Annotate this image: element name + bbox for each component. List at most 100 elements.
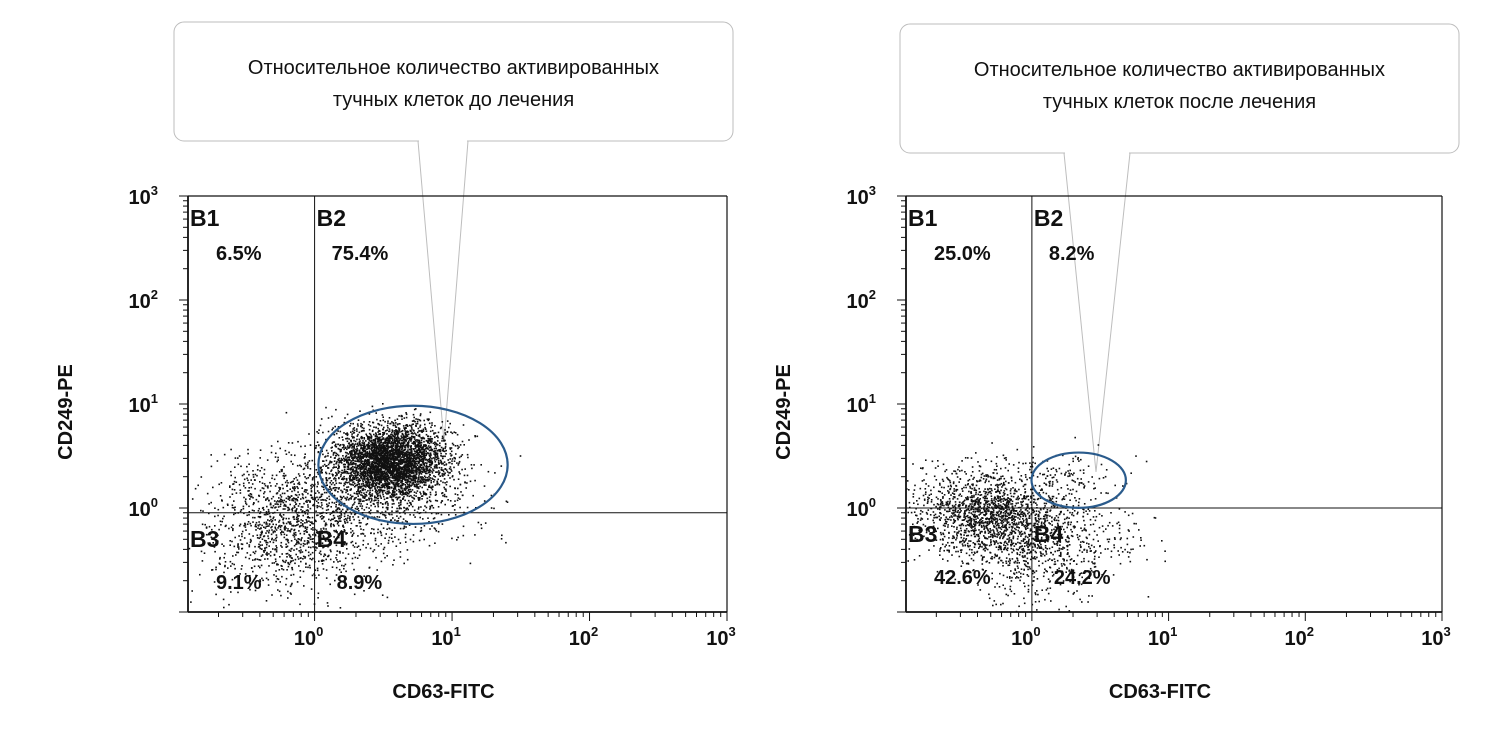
event-dot xyxy=(468,439,470,441)
event-dot xyxy=(357,476,359,479)
event-dot xyxy=(400,481,402,484)
event-dot xyxy=(275,523,277,526)
event-dot xyxy=(406,507,409,509)
event-dot xyxy=(396,423,399,426)
event-dot xyxy=(319,550,322,553)
event-dot xyxy=(383,465,385,468)
event-dot xyxy=(335,462,337,465)
event-dot xyxy=(410,467,413,469)
event-dot xyxy=(340,510,343,512)
event-dot xyxy=(231,504,234,506)
event-dot xyxy=(403,465,405,468)
event-dot xyxy=(382,473,384,476)
event-dot xyxy=(353,427,356,429)
event-dot xyxy=(353,439,355,442)
event-dot xyxy=(408,437,411,440)
event-dot xyxy=(357,498,359,501)
event-dot xyxy=(279,503,282,505)
event-dot xyxy=(355,456,357,459)
event-dot xyxy=(390,482,393,484)
event-dot xyxy=(403,442,406,444)
event-dot xyxy=(368,470,371,473)
event-dot xyxy=(294,454,296,457)
event-dot xyxy=(381,462,384,464)
event-dot xyxy=(436,480,438,483)
event-dot xyxy=(432,457,435,459)
event-dot xyxy=(319,516,322,518)
event-dot xyxy=(419,530,422,533)
event-dot xyxy=(428,442,431,445)
event-dot xyxy=(374,471,377,474)
event-dot xyxy=(309,507,312,510)
event-dot xyxy=(405,487,408,490)
event-dot xyxy=(348,477,351,479)
event-dot xyxy=(405,440,408,442)
event-dot xyxy=(377,482,379,485)
event-dot xyxy=(391,503,394,505)
event-dot xyxy=(336,453,339,456)
event-dot xyxy=(411,460,414,462)
event-dot xyxy=(271,477,273,480)
event-dot xyxy=(378,516,381,518)
event-dot xyxy=(352,465,354,468)
event-dot xyxy=(462,534,465,537)
event-dot xyxy=(343,448,345,451)
event-dot xyxy=(415,492,418,494)
event-dot xyxy=(369,487,371,490)
event-dot xyxy=(387,438,390,440)
event-dot xyxy=(396,520,398,522)
event-dot xyxy=(355,467,358,470)
event-dot xyxy=(442,470,445,473)
event-dot xyxy=(417,496,419,499)
event-dot xyxy=(425,468,428,470)
event-dot xyxy=(403,471,405,474)
event-dot xyxy=(299,603,301,606)
event-dot xyxy=(421,448,423,451)
event-dot xyxy=(373,433,375,436)
event-dot xyxy=(402,477,404,479)
event-dot xyxy=(349,425,351,427)
event-dot xyxy=(419,419,422,422)
event-dot xyxy=(389,463,392,465)
event-dot xyxy=(431,486,434,488)
event-dot xyxy=(405,453,408,456)
event-dot xyxy=(404,428,406,431)
event-dot xyxy=(405,465,407,468)
event-dot xyxy=(449,471,451,474)
event-dot xyxy=(402,493,405,496)
event-dot xyxy=(380,475,382,478)
event-dot xyxy=(400,467,402,470)
event-dot xyxy=(359,500,362,503)
event-dot xyxy=(440,501,442,504)
event-dot xyxy=(416,487,418,489)
event-dot xyxy=(445,449,447,452)
event-dot xyxy=(353,498,355,501)
event-dot xyxy=(433,443,436,446)
event-dot xyxy=(417,453,420,455)
event-dot xyxy=(370,446,373,449)
event-dot xyxy=(411,496,413,499)
event-dot xyxy=(283,505,285,507)
event-dot xyxy=(252,473,255,476)
event-dot xyxy=(436,454,439,457)
event-dot xyxy=(305,464,307,467)
event-dot xyxy=(325,465,327,467)
event-dot xyxy=(293,478,295,480)
event-dot xyxy=(348,456,351,459)
event-dot xyxy=(484,522,487,524)
event-dot xyxy=(401,473,403,475)
event-dot xyxy=(338,503,340,506)
event-dot xyxy=(402,445,404,447)
event-dot xyxy=(388,440,391,443)
event-dot xyxy=(401,460,403,463)
event-dot xyxy=(339,430,342,433)
event-dot xyxy=(398,488,400,491)
event-dot xyxy=(354,451,357,454)
event-dot xyxy=(350,452,352,455)
event-dot xyxy=(388,436,391,438)
event-dot xyxy=(469,562,472,565)
event-dot xyxy=(366,472,369,475)
event-dot xyxy=(365,491,368,494)
event-dot xyxy=(393,455,395,458)
event-dot xyxy=(411,455,414,457)
